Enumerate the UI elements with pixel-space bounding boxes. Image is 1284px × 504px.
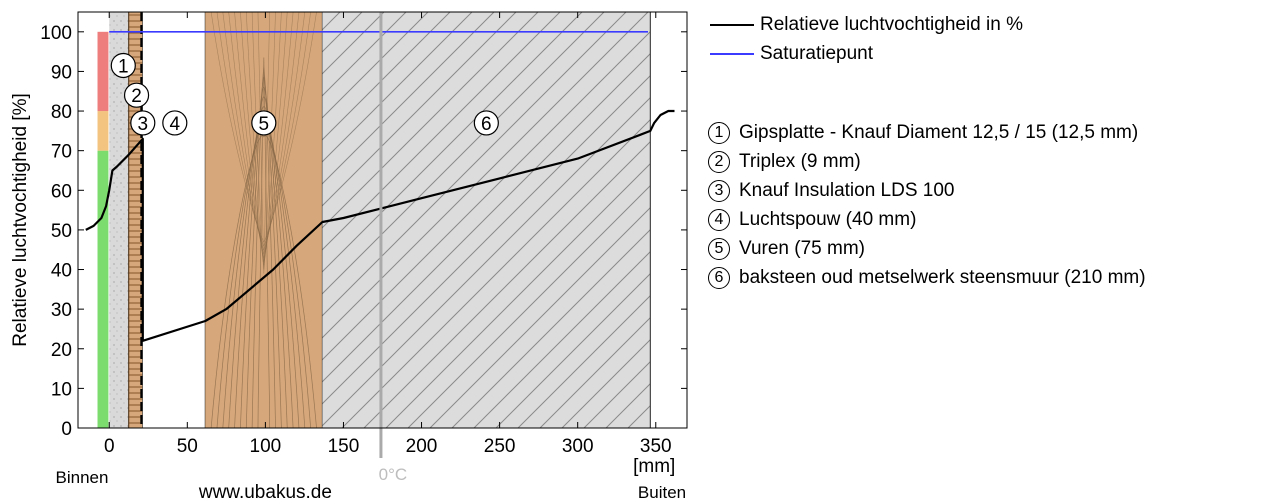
series-line-0 (85, 109, 675, 342)
wood-grain-line (228, 106, 300, 429)
y-tick-label: 90 (51, 62, 72, 83)
layer-marker-circle (251, 110, 277, 136)
x-tick-label: 250 (484, 436, 516, 457)
wood-grain-line (240, 11, 288, 263)
x-tick-label: 0 (104, 436, 115, 457)
layer-marker-number: 2 (131, 86, 142, 107)
layer-marker-circle (162, 110, 188, 136)
x-tick-label: 300 (562, 436, 594, 457)
layer-item-4: 4 Luchtspouw (40 mm) (708, 205, 1146, 234)
layer-item-2: 2 Triplex (9 mm) (708, 147, 1146, 176)
layer-name-1: Gipsplatte - Knauf Diament 12,5 / 15 (12… (739, 121, 1139, 143)
zero-degree-label: 0°C (379, 465, 408, 484)
layer-number-4: 4 (708, 208, 730, 231)
layer-marker-1: 1 (110, 52, 136, 79)
layer-marker-4: 4 (162, 110, 188, 136)
layer-item-1: 1 Gipsplatte - Knauf Diament 12,5 / 15 (1… (708, 118, 1146, 147)
layer-marker-2: 2 (123, 82, 150, 108)
layer-1-band (109, 12, 129, 428)
wood-grain-line (234, 96, 294, 429)
layer-marker-circle (110, 52, 136, 79)
wood-grain-line (251, 67, 276, 429)
layer-number-1: 1 (708, 121, 730, 144)
wood-grain-line (222, 11, 306, 251)
layer-name-2: Triplex (9 mm) (739, 150, 861, 172)
layer-marker-circle (473, 110, 499, 136)
layer-number-2: 2 (708, 150, 730, 173)
layer-marker-number: 4 (170, 114, 181, 135)
plot-frame (77, 11, 688, 429)
y-tick-label: 20 (51, 340, 72, 361)
chart-legend: Relatieve luchtvochtigheid in % Saturati… (710, 10, 1023, 68)
layer-marker-number: 3 (138, 114, 149, 135)
legend-label-saturation: Saturatiepunt (760, 42, 874, 64)
x-tick-label: 50 (177, 436, 198, 457)
layer-marker-number: 6 (481, 114, 492, 135)
layer-marker-5: 5 (251, 110, 277, 136)
wood-grain-line (245, 11, 282, 266)
x-axis-unit: [mm] (633, 456, 675, 477)
x-tick-label: 350 (640, 436, 672, 457)
layer-6-band (322, 12, 651, 428)
layer-name-5: Vuren (75 mm) (739, 237, 865, 259)
humidity-band-1 (97, 111, 109, 151)
layer-number-3: 3 (708, 179, 730, 202)
y-tick-label: 80 (51, 102, 72, 123)
layer-number-5: 5 (708, 237, 730, 260)
layer-name-4: Luchtspouw (40 mm) (739, 208, 917, 230)
layer-marker-number: 1 (118, 56, 129, 77)
wood-grain-line (210, 135, 317, 429)
y-tick-label: 10 (51, 379, 72, 400)
layer-item-3: 3 Knauf Insulation LDS 100 (708, 176, 1146, 205)
y-tick-label: 60 (51, 181, 72, 202)
y-tick-label: 100 (40, 23, 72, 44)
legend-item-saturation: Saturatiepunt (710, 39, 1023, 68)
x-tick-label: 100 (250, 436, 282, 457)
layer-name-3: Knauf Insulation LDS 100 (739, 179, 955, 201)
y-tick-label: 50 (51, 221, 72, 242)
wood-grain-line (234, 11, 294, 259)
layer-number-6: 6 (708, 266, 730, 289)
layer-marker-number: 5 (259, 114, 270, 135)
y-tick-label: 40 (51, 261, 72, 282)
layer-name-6: baksteen oud metselwerk steensmuur (210 … (739, 266, 1146, 288)
legend-swatch-humidity (710, 23, 754, 26)
y-axis-label: Relatieve luchtvochtigheid [%] (10, 93, 31, 346)
layer-4-band (142, 12, 206, 428)
x-tick-label: 200 (406, 436, 438, 457)
wood-grain-line (210, 11, 317, 243)
watermark-label: www.ubakus.de (198, 482, 332, 503)
wood-grain-line (216, 11, 311, 247)
y-tick-label: 0 (61, 419, 72, 440)
x-tick-label: 150 (328, 436, 360, 457)
layer-marker-3: 3 (130, 110, 156, 136)
layer-item-6: 6 baksteen oud metselwerk steensmuur (210… (708, 263, 1146, 292)
layer-marker-6: 6 (473, 110, 499, 136)
wood-grain-line (240, 86, 288, 429)
layer-item-5: 5 Vuren (75 mm) (708, 234, 1146, 263)
humidity-band-2 (97, 31, 109, 112)
legend-item-humidity: Relatieve luchtvochtigheid in % (710, 10, 1023, 39)
y-tick-label: 30 (51, 300, 72, 321)
inside-label: Binnen (56, 468, 109, 487)
legend-label-humidity: Relatieve luchtvochtigheid in % (760, 13, 1023, 35)
outside-label: Buiten (638, 483, 686, 502)
humidity-band-0 (97, 150, 109, 428)
layer-marker-circle (130, 110, 156, 136)
layer-5-band (205, 12, 323, 428)
legend-swatch-saturation (710, 52, 754, 55)
y-tick-label: 70 (51, 142, 72, 163)
wood-grain-line (228, 11, 300, 255)
layer-marker-circle (123, 82, 150, 108)
layer-list: 1 Gipsplatte - Knauf Diament 12,5 / 15 (1… (708, 118, 1146, 292)
